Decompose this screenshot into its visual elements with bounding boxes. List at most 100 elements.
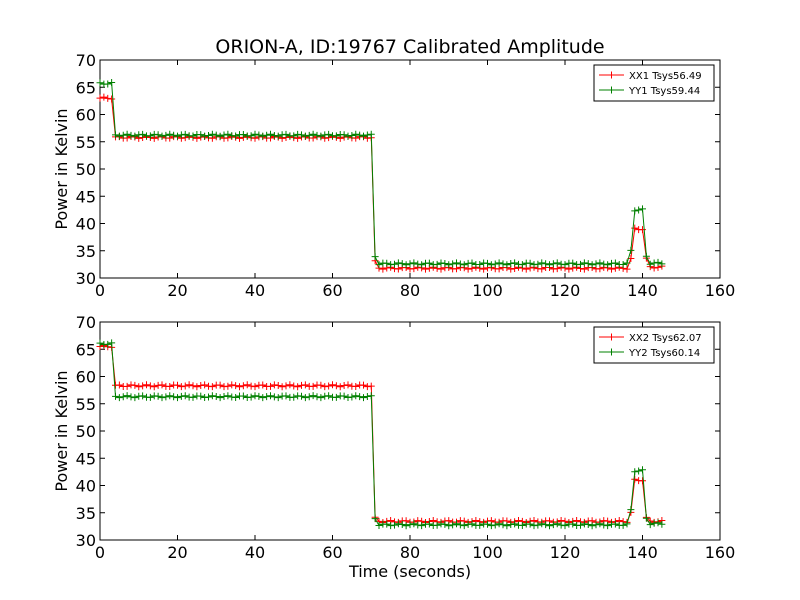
data-point-marker [639, 477, 646, 485]
y-tick-label: 65 [76, 340, 96, 359]
data-point-marker [495, 259, 503, 267]
data-point-marker [158, 381, 166, 389]
data-point-marker [131, 132, 139, 140]
x-tick-label: 60 [322, 543, 342, 562]
data-point-marker [518, 261, 526, 269]
data-point-marker [371, 515, 379, 523]
data-point-marker [259, 394, 267, 402]
data-point-marker [321, 131, 329, 139]
data-point-marker [181, 382, 189, 390]
data-point-marker [379, 265, 387, 273]
data-point-marker [282, 382, 290, 390]
data-point-marker [542, 260, 550, 268]
data-point-marker [410, 259, 418, 267]
data-point-marker [495, 265, 503, 273]
data-point-marker [177, 383, 185, 391]
data-point-marker [247, 393, 255, 401]
data-point-marker [623, 259, 631, 267]
y-tick-label: 55 [76, 395, 96, 414]
data-point-marker [290, 393, 298, 401]
data-point-marker [604, 522, 612, 530]
data-point-marker [441, 520, 449, 528]
data-point-marker [631, 468, 639, 476]
data-point-marker [166, 382, 174, 390]
x-tick-label: 120 [550, 543, 581, 562]
data-point-marker [267, 382, 274, 390]
data-point-marker [433, 260, 441, 268]
data-point-marker [174, 381, 181, 389]
y-tick-label: 40 [76, 215, 96, 234]
legend-swatch-marker [608, 348, 615, 356]
data-point-marker [336, 383, 344, 391]
data-point-marker [197, 382, 205, 390]
data-point-marker [274, 381, 282, 389]
x-tick-label: 120 [550, 281, 581, 300]
data-point-marker [534, 260, 542, 268]
data-point-marker [232, 394, 240, 402]
data-point-marker [294, 383, 302, 391]
data-point-marker [460, 261, 468, 269]
data-point-marker [584, 260, 592, 268]
data-point-marker [220, 393, 228, 401]
data-point-marker [115, 394, 123, 402]
data-point-marker [170, 131, 178, 139]
y-tick-label: 30 [76, 269, 96, 288]
data-point-marker [208, 392, 216, 400]
data-point-marker [383, 520, 391, 528]
data-point-marker [177, 392, 185, 400]
data-point-marker [549, 260, 557, 268]
data-point-marker [181, 130, 189, 138]
data-point-marker [112, 131, 119, 139]
data-point-marker [480, 265, 488, 273]
data-point-marker [100, 93, 108, 101]
data-point-marker [270, 131, 278, 139]
data-point-marker [484, 259, 491, 267]
data-point-marker [162, 131, 170, 139]
data-point-marker [394, 259, 402, 267]
data-point-marker [507, 520, 515, 528]
data-point-marker [588, 261, 596, 269]
y-tick-label: 60 [76, 368, 96, 387]
data-point-marker [631, 207, 639, 215]
data-point-marker [332, 132, 340, 140]
chart-title: ORION-A, ID:19767 Calibrated Amplitude [215, 36, 604, 58]
data-point-marker [208, 130, 216, 138]
y-tick-label: 70 [76, 51, 96, 70]
data-point-marker [445, 522, 453, 530]
data-point-marker [635, 206, 643, 214]
data-point-marker [487, 261, 495, 269]
y-tick-label: 40 [76, 477, 96, 496]
data-point-marker [290, 132, 298, 140]
data-point-marker [588, 522, 596, 530]
data-point-marker [174, 394, 181, 402]
legend-label: XX1 Tsys56.49 [629, 71, 702, 82]
data-point-marker [232, 132, 240, 140]
data-point-marker [166, 392, 174, 400]
data-point-marker [596, 259, 604, 267]
data-point-marker [139, 130, 147, 138]
data-point-marker [538, 520, 546, 528]
data-point-marker [449, 260, 457, 268]
x-tick-label: 160 [705, 281, 736, 300]
x-tick-label: 40 [245, 543, 265, 562]
data-point-marker [259, 132, 267, 140]
data-point-marker [592, 260, 600, 268]
data-point-marker [580, 265, 588, 273]
data-point-marker [309, 130, 317, 138]
data-point-marker [301, 381, 309, 389]
data-point-marker [635, 467, 643, 475]
data-point-marker [441, 260, 449, 268]
data-point-marker [631, 224, 639, 232]
data-point-marker [484, 520, 491, 528]
y-tick-label: 50 [76, 422, 96, 441]
legend-box [593, 326, 715, 364]
data-point-marker [96, 79, 104, 87]
data-point-marker [313, 131, 321, 139]
data-point-marker [278, 383, 286, 391]
y-tick-label: 30 [76, 531, 96, 550]
data-point-marker [580, 520, 588, 528]
legend-label: YY2 Tsys60.14 [628, 348, 700, 359]
data-point-marker [491, 521, 499, 529]
data-point-marker [654, 258, 662, 266]
